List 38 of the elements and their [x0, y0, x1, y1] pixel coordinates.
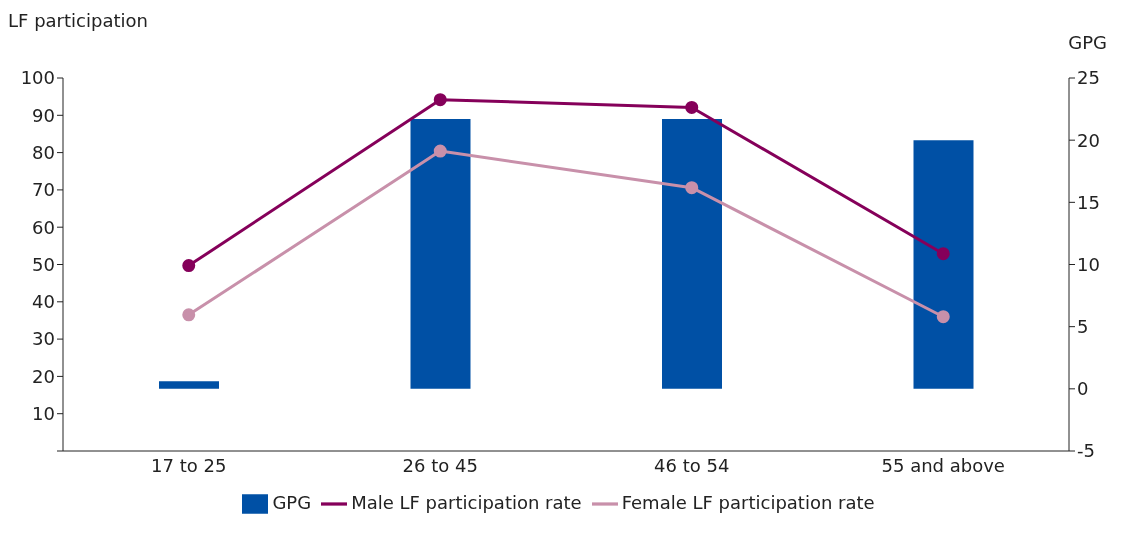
y-tick-label: 90: [32, 104, 55, 126]
point: [182, 308, 196, 322]
point: [685, 100, 699, 114]
point: [433, 93, 447, 107]
y-axis-title: LF participation: [8, 10, 148, 32]
x-tick-label: 26 to 45: [402, 454, 478, 476]
point: [433, 144, 447, 158]
y-tick-label: 30: [32, 328, 55, 350]
y-tick-label: 50: [32, 253, 55, 275]
y-tick-label: 100: [20, 67, 55, 89]
x-tick-label: 17 to 25: [151, 454, 227, 476]
y2-axis-title: GPG: [1068, 32, 1107, 53]
x-tick-label: 55 and above: [881, 454, 1005, 476]
y2-tick-label: 25: [1077, 67, 1100, 89]
legend-label: Male LF participation rate: [351, 492, 582, 513]
y-tick-label: 40: [32, 291, 55, 313]
y-tick-label: 80: [32, 141, 55, 163]
bar: [410, 119, 471, 389]
bar: [662, 119, 722, 389]
y-tick-label: 20: [32, 365, 55, 387]
point: [936, 310, 950, 324]
x-tick-label: 46 to 54: [654, 454, 730, 476]
legend-label: GPG: [272, 492, 312, 513]
y2-tick-label: 5: [1077, 316, 1089, 338]
y-tick-label: 60: [32, 216, 55, 238]
point: [685, 181, 699, 195]
point: [936, 247, 950, 261]
y2-tick-label: 0: [1077, 378, 1089, 400]
y-tick-label: 10: [32, 403, 55, 425]
y2-tick-label: 20: [1077, 129, 1100, 151]
y-tick-label: 70: [32, 179, 55, 201]
y2-tick-label: 10: [1077, 253, 1100, 275]
legend-label: Female LF participation rate: [621, 492, 875, 513]
y2-tick-label: -5: [1077, 440, 1095, 462]
bar: [913, 140, 974, 389]
point: [182, 259, 196, 273]
y2-tick-label: 15: [1077, 191, 1100, 213]
bar: [159, 381, 219, 389]
